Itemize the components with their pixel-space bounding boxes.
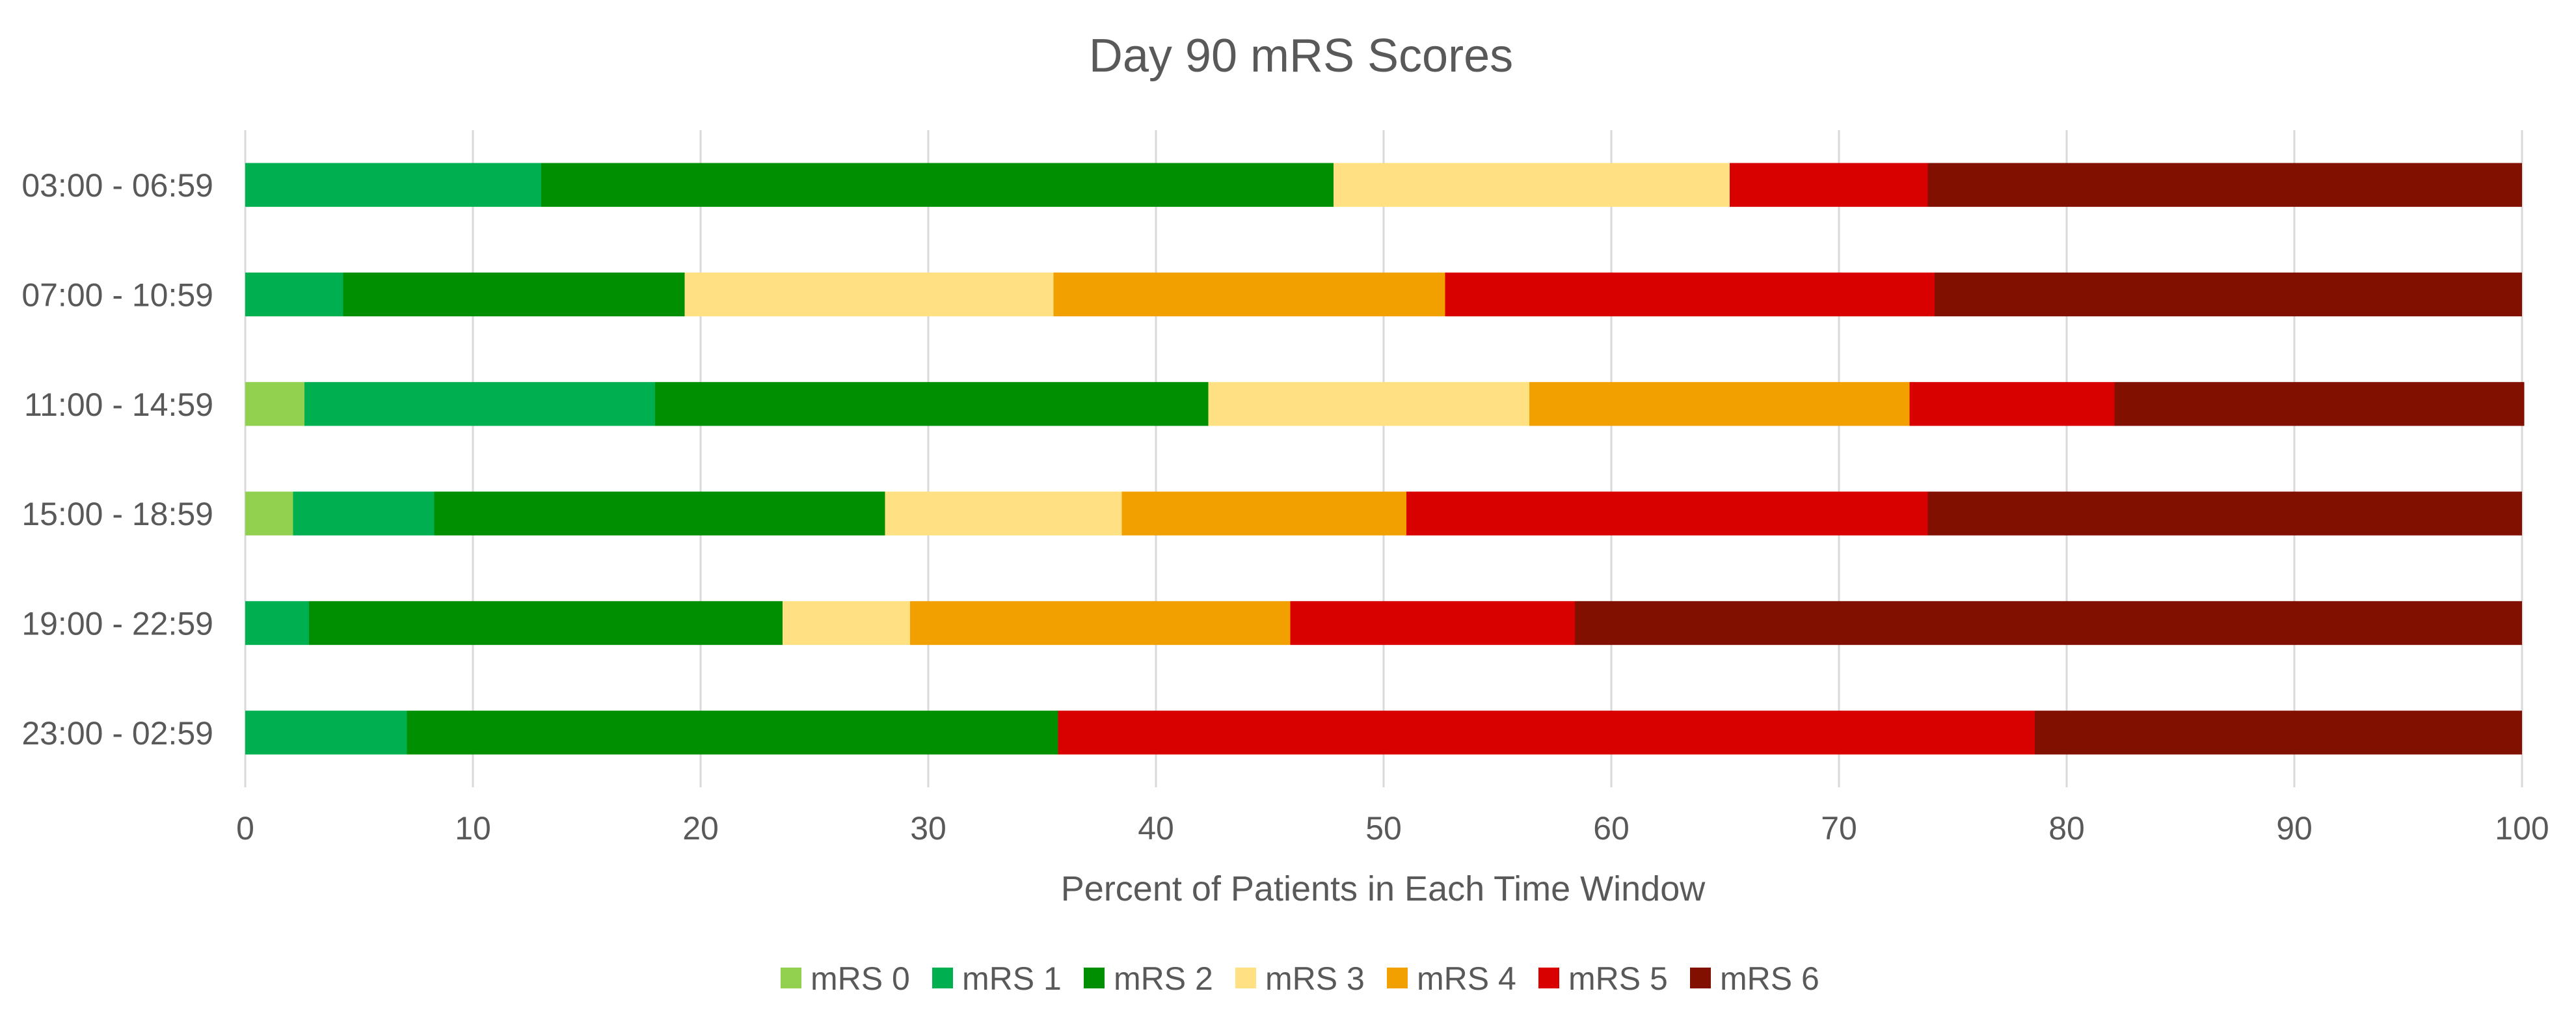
bar-segment: [1406, 491, 1928, 536]
category-label: 19:00 - 22:59: [21, 606, 213, 642]
bar-segment: [541, 163, 1334, 207]
x-axis-title: Percent of Patients in Each Time Window: [1061, 869, 1706, 908]
bar-segment: [343, 272, 685, 317]
bar-segment: [885, 491, 1122, 536]
legend-label: mRS 1: [962, 960, 1062, 997]
legend-label: mRS 5: [1568, 960, 1668, 997]
legend-swatch: [1690, 968, 1711, 988]
legend-swatch: [1387, 968, 1408, 988]
category-label: 23:00 - 02:59: [21, 715, 213, 752]
bar-segment: [245, 711, 407, 755]
x-tick-labels: 0 10 20 30 40 50 60 70 80 90 100: [236, 810, 2549, 847]
x-tick-label: 40: [1138, 810, 1174, 847]
x-tick-label: 90: [2276, 810, 2313, 847]
bar-segment: [407, 711, 1058, 755]
bar-segment: [1445, 272, 1935, 317]
bar-segment: [1058, 711, 2035, 755]
legend-label: mRS 6: [1720, 960, 1819, 997]
bar-segment: [293, 491, 435, 536]
bar-segment: [1927, 491, 2522, 536]
x-tick-label: 0: [236, 810, 254, 847]
bar-segment: [1053, 272, 1445, 317]
bar-segment: [1529, 382, 1910, 426]
bar-segment: [309, 601, 783, 645]
category-label: 15:00 - 18:59: [21, 496, 213, 532]
bar-segment: [1334, 163, 1730, 207]
bar-segment: [1730, 163, 1928, 207]
legend-swatch: [1235, 968, 1256, 988]
x-tick-label: 70: [1821, 810, 1857, 847]
bar-segment: [434, 491, 885, 536]
legend-label: mRS 3: [1265, 960, 1365, 997]
bar-segment: [2035, 711, 2522, 755]
chart-title: Day 90 mRS Scores: [1089, 30, 1513, 82]
bar-segment: [684, 272, 1054, 317]
x-tick-label: 20: [682, 810, 719, 847]
category-label: 03:00 - 06:59: [21, 167, 213, 204]
category-label: 07:00 - 10:59: [21, 277, 213, 314]
bars: [245, 163, 2525, 755]
legend-label: mRS 0: [811, 960, 910, 997]
bar-segment: [2114, 382, 2525, 426]
bar-segment: [245, 382, 304, 426]
x-tick-label: 30: [910, 810, 946, 847]
category-label: 11:00 - 14:59: [24, 387, 213, 423]
bar-segment: [783, 601, 910, 645]
bar-segment: [1290, 601, 1575, 645]
bar-segment: [245, 491, 293, 536]
x-tick-label: 80: [2048, 810, 2085, 847]
gridlines: [244, 130, 2523, 787]
x-tick-label: 10: [455, 810, 491, 847]
bar-segment: [304, 382, 655, 426]
x-tick-label: 60: [1593, 810, 1630, 847]
bar-segment: [655, 382, 1209, 426]
legend-swatch: [781, 968, 801, 988]
bar-segment: [1935, 272, 2522, 317]
bar-segment: [1909, 382, 2115, 426]
bar-segment: [245, 163, 541, 207]
category-labels: 03:00 - 06:59 07:00 - 10:59 11:00 - 14:59 1…: [21, 167, 213, 752]
bar-segment: [1121, 491, 1406, 536]
bar-segment: [1208, 382, 1529, 426]
legend: mRS 0 mRS 1 mRS 2 mRS 3 mRS 4 mRS 5 mRS 6: [781, 960, 1819, 997]
legend-label: mRS 4: [1417, 960, 1516, 997]
bar-segment: [1927, 163, 2522, 207]
x-tick-label: 100: [2495, 810, 2549, 847]
bar-segment: [1575, 601, 2522, 645]
bar-segment: [245, 272, 343, 317]
legend-swatch: [1538, 968, 1559, 988]
legend-label: mRS 2: [1114, 960, 1213, 997]
legend-swatch: [1084, 968, 1105, 988]
x-tick-label: 50: [1365, 810, 1402, 847]
bar-segment: [245, 601, 309, 645]
legend-swatch: [932, 968, 953, 988]
bar-segment: [910, 601, 1291, 645]
